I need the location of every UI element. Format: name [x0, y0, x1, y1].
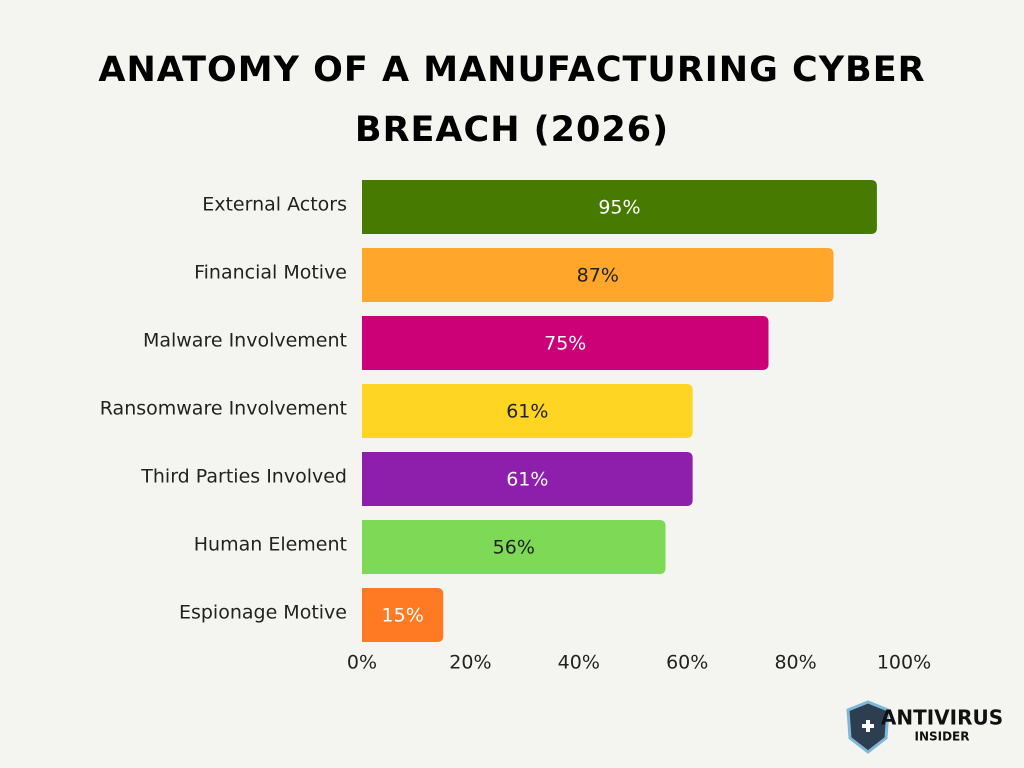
bar [362, 180, 877, 234]
x-tick-label: 20% [449, 652, 491, 674]
x-tick-label: 0% [347, 652, 377, 674]
bar [362, 316, 769, 370]
x-tick-label: 100% [877, 652, 931, 674]
y-tick-label: Human Element [194, 534, 347, 556]
logo-line1: ANTIVIRUS [881, 706, 1003, 730]
x-tick-label: 40% [558, 652, 600, 674]
y-tick-label: Espionage Motive [179, 602, 347, 624]
bar [362, 384, 693, 438]
bar [362, 452, 693, 506]
value-label: 87% [577, 265, 619, 287]
y-tick-label: Third Parties Involved [140, 466, 347, 488]
value-label: 15% [382, 605, 424, 627]
logo-cross [862, 720, 874, 732]
logo-line2: INSIDER [914, 730, 969, 744]
bar [362, 520, 666, 574]
bar [362, 248, 834, 302]
y-tick-label: Financial Motive [194, 262, 347, 284]
y-tick-label: Ransomware Involvement [100, 398, 347, 420]
value-label: 61% [506, 469, 548, 491]
value-label: 75% [544, 333, 586, 355]
chart-title: ANATOMY OF A MANUFACTURING CYBER BREACH … [98, 50, 926, 150]
x-tick-label: 80% [774, 652, 816, 674]
bar [362, 588, 444, 642]
y-tick-label: Malware Involvement [143, 330, 347, 352]
logo: ANTIVIRUS INSIDER [846, 700, 1003, 754]
y-tick-label: External Actors [202, 194, 347, 216]
value-label: 61% [506, 401, 548, 423]
x-tick-label: 60% [666, 652, 708, 674]
value-label: 56% [493, 537, 535, 559]
value-label: 95% [598, 197, 640, 219]
